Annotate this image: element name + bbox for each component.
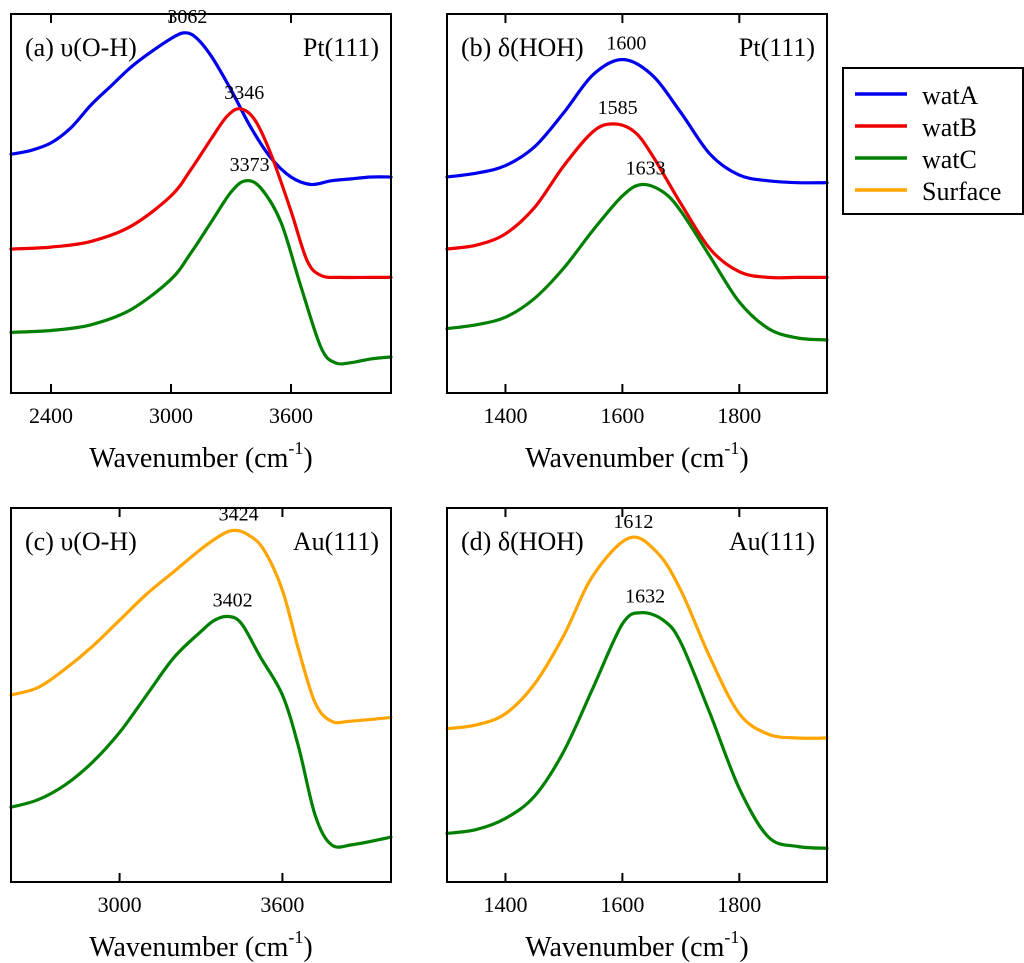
- x-tick-label: 3000: [149, 403, 193, 428]
- panel-label: (b) δ(HOH): [461, 33, 584, 62]
- panel-label: (c) υ(O-H): [25, 527, 137, 556]
- plot-frame: [10, 507, 392, 883]
- x-axis-label: Wavenumber (cm-1): [525, 927, 748, 963]
- legend-label-surface: Surface: [922, 177, 1001, 206]
- x-tick-label: 1400: [483, 403, 527, 428]
- x-tick-label: 1600: [600, 403, 644, 428]
- series-watc-line: [445, 182, 829, 342]
- x-axis-label: Wavenumber (cm-1): [525, 438, 748, 474]
- x-tick-label: 3000: [98, 892, 142, 917]
- series-wata-line: [9, 31, 393, 187]
- peak-annotation: 3346: [224, 82, 264, 104]
- x-axis-label: Wavenumber (cm-1): [89, 438, 312, 474]
- x-tick-label: 1400: [483, 892, 527, 917]
- x-tick-label: 3600: [269, 403, 313, 428]
- x-tick-label: 1800: [717, 892, 761, 917]
- panel-label: (a) υ(O-H): [25, 33, 137, 62]
- panel-c: 3000 3600 Wavenumber (cm-1) (c) υ(O-H) Au(11…: [9, 503, 393, 963]
- legend-label-watc: watC: [922, 145, 977, 174]
- peak-annotation: 1632: [625, 586, 665, 608]
- surface-label: Au(111): [729, 527, 815, 556]
- plot-frame: [446, 507, 828, 883]
- series-watb-line: [445, 122, 829, 280]
- series-watb-line: [9, 107, 393, 280]
- legend-label-watb: watB: [922, 113, 977, 142]
- legend: watA watB watC Surface: [842, 67, 1024, 215]
- peak-annotation: 1612: [613, 511, 653, 533]
- peak-annotation: 3062: [167, 6, 207, 28]
- legend-label-wata: watA: [922, 81, 979, 110]
- plot-frame: [446, 13, 828, 394]
- plot-frame: [10, 13, 392, 394]
- panel-b: 1400 1600 1800 Wavenumber (cm-1) (b) δ(HOH) P…: [445, 13, 829, 474]
- peak-annotation: 1633: [626, 158, 666, 180]
- series-surface-line: [9, 528, 393, 725]
- x-tick-label: 1600: [600, 892, 644, 917]
- series-surface-line: [445, 535, 829, 740]
- panel-d: 1400 1600 1800 Wavenumber (cm-1) (d) δ(HOH) A…: [445, 507, 829, 963]
- peak-annotation: 1585: [598, 97, 638, 119]
- peak-annotation: 3402: [213, 589, 253, 611]
- series-watc-line: [9, 179, 393, 366]
- panels: 2400 3000 3600 Wavenumber (cm-1) (a) υ(O-H) P…: [9, 6, 829, 963]
- peak-annotation: 3373: [230, 154, 270, 176]
- series-wata-line: [445, 57, 829, 185]
- peak-annotation: 3424: [219, 503, 259, 525]
- x-tick-label: 3600: [260, 892, 304, 917]
- surface-label: Pt(111): [739, 33, 815, 62]
- panel-a: 2400 3000 3600 Wavenumber (cm-1) (a) υ(O-H) P…: [9, 6, 393, 474]
- series-watc-line: [445, 611, 829, 850]
- peak-annotation: 1600: [606, 32, 646, 54]
- x-axis-label: Wavenumber (cm-1): [89, 927, 312, 963]
- surface-label: Au(111): [293, 527, 379, 556]
- surface-label: Pt(111): [303, 33, 379, 62]
- series-watc-line: [9, 614, 393, 849]
- panel-label: (d) δ(HOH): [461, 527, 584, 556]
- x-tick-label: 2400: [29, 403, 73, 428]
- x-tick-label: 1800: [717, 403, 761, 428]
